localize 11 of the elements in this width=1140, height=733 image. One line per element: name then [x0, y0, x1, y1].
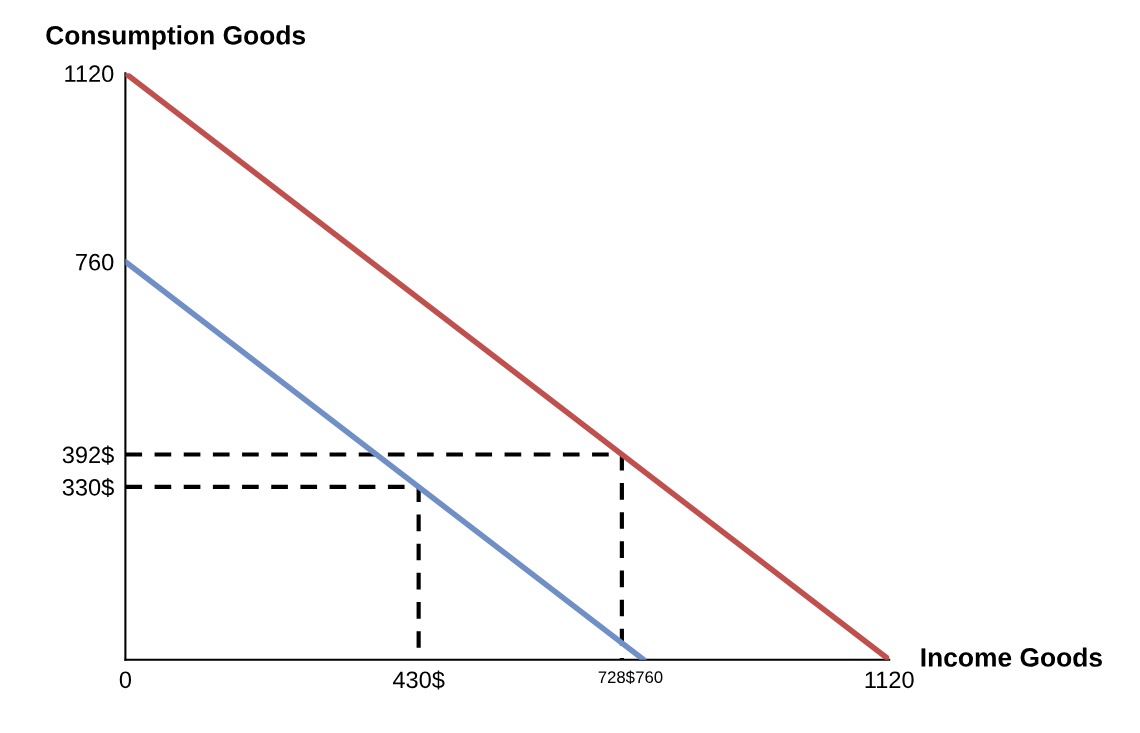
x-axis-title: Income Goods: [921, 647, 1102, 667]
x-tick-label: 760: [636, 671, 663, 684]
y-axis-title: Consumption Goods: [46, 25, 306, 50]
x-tick-label: 1120: [865, 671, 914, 689]
y-tick-label: 760: [76, 253, 114, 271]
y-tick-label: 392$: [62, 445, 114, 465]
x-tick-label: 728$: [598, 670, 635, 685]
y-tick-label: 330$: [62, 478, 114, 498]
x-tick-label: 430$: [392, 670, 445, 690]
y-tick-label: 1120: [65, 65, 114, 83]
x-tick-label: 0: [119, 671, 132, 689]
